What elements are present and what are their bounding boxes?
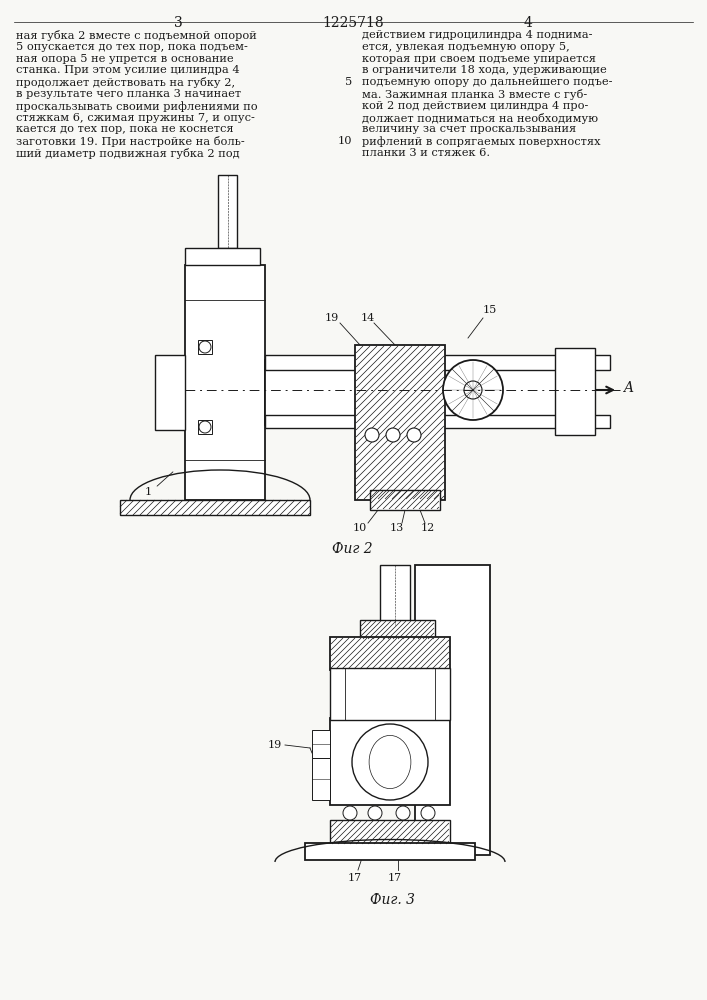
Text: 12: 12 (421, 523, 435, 533)
Text: ший диаметр подвижная губка 2 под: ший диаметр подвижная губка 2 под (16, 148, 240, 159)
Bar (415, 565, 490, 855)
Bar (330, 668, 450, 720)
Text: 19: 19 (325, 313, 339, 323)
Text: 3: 3 (174, 16, 182, 30)
Circle shape (365, 428, 379, 442)
Circle shape (199, 421, 211, 433)
Text: 1225718: 1225718 (322, 16, 384, 30)
Text: ная губка 2 вместе с подъемной опорой: ная губка 2 вместе с подъемной опорой (16, 30, 257, 41)
Text: станка. При этом усилие цилиндра 4: станка. При этом усилие цилиндра 4 (16, 65, 240, 75)
Bar (330, 820, 450, 845)
Bar (265, 415, 610, 428)
Circle shape (386, 428, 400, 442)
Bar (330, 637, 450, 670)
Bar (185, 248, 260, 265)
Text: Фиг 2: Фиг 2 (332, 542, 373, 556)
Text: должает подниматься на необходимую: должает подниматься на необходимую (362, 113, 598, 124)
Bar (380, 565, 410, 625)
Text: величину за счет проскальзывания: величину за счет проскальзывания (362, 124, 576, 134)
Bar (355, 345, 445, 500)
Bar (265, 355, 610, 370)
Text: рифлений в сопрягаемых поверхностях: рифлений в сопрягаемых поверхностях (362, 136, 600, 147)
Bar (360, 620, 435, 640)
Text: 19: 19 (268, 740, 282, 750)
Text: A: A (623, 381, 633, 395)
Circle shape (343, 806, 357, 820)
Text: заготовки 19. При настройке на боль-: заготовки 19. При настройке на боль- (16, 136, 245, 147)
Text: в ограничители 18 хода, удерживающие: в ограничители 18 хода, удерживающие (362, 65, 607, 75)
Text: 17: 17 (348, 873, 362, 883)
Text: 5: 5 (345, 77, 352, 87)
Bar (555, 348, 595, 435)
Text: 14: 14 (361, 313, 375, 323)
Circle shape (407, 428, 421, 442)
Text: ется, увлекая подъемную опору 5,: ется, увлекая подъемную опору 5, (362, 42, 570, 52)
Bar (370, 490, 440, 510)
Text: продолжает действовать на губку 2,: продолжает действовать на губку 2, (16, 77, 235, 88)
Text: действием гидроцилиндра 4 поднима-: действием гидроцилиндра 4 поднима- (362, 30, 592, 40)
Circle shape (464, 381, 482, 399)
Text: которая при своем подъеме упирается: которая при своем подъеме упирается (362, 54, 596, 64)
Bar (185, 265, 265, 500)
Circle shape (368, 806, 382, 820)
Bar (305, 843, 475, 860)
Bar (312, 758, 330, 800)
Bar (265, 360, 560, 425)
Text: Фиг. 3: Фиг. 3 (370, 893, 414, 907)
Text: 5 опускается до тех пор, пока подъем-: 5 опускается до тех пор, пока подъем- (16, 42, 248, 52)
Bar (330, 718, 450, 805)
Text: кается до тех пор, пока не коснется: кается до тех пор, пока не коснется (16, 124, 233, 134)
Circle shape (443, 360, 503, 420)
Text: кой 2 под действием цилиндра 4 про-: кой 2 под действием цилиндра 4 про- (362, 101, 588, 111)
Bar (155, 355, 185, 430)
Text: планки 3 и стяжек 6.: планки 3 и стяжек 6. (362, 148, 490, 158)
Circle shape (352, 724, 428, 800)
Text: ма. Зажимная планка 3 вместе с губ-: ма. Зажимная планка 3 вместе с губ- (362, 89, 588, 100)
Text: 10: 10 (353, 523, 367, 533)
Bar (312, 730, 330, 758)
Circle shape (396, 806, 410, 820)
Bar (198, 420, 212, 434)
Circle shape (421, 806, 435, 820)
Text: 1: 1 (144, 487, 151, 497)
Text: стяжкам 6, сжимая пружины 7, и опус-: стяжкам 6, сжимая пружины 7, и опус- (16, 113, 255, 123)
Text: 4: 4 (524, 16, 532, 30)
Text: подъемную опору до дальнейшего подъе-: подъемную опору до дальнейшего подъе- (362, 77, 612, 87)
Text: проскальзывать своими рифлениями по: проскальзывать своими рифлениями по (16, 101, 257, 112)
Text: ная опора 5 не упрется в основание: ная опора 5 не упрется в основание (16, 54, 233, 64)
Text: 17: 17 (388, 873, 402, 883)
Bar (120, 500, 310, 515)
Text: 15: 15 (483, 305, 497, 315)
Circle shape (199, 341, 211, 353)
Bar (198, 340, 212, 354)
Text: 10: 10 (337, 136, 352, 146)
Text: в результате чего планка 3 начинает: в результате чего планка 3 начинает (16, 89, 241, 99)
Text: 13: 13 (390, 523, 404, 533)
Bar (218, 175, 237, 248)
